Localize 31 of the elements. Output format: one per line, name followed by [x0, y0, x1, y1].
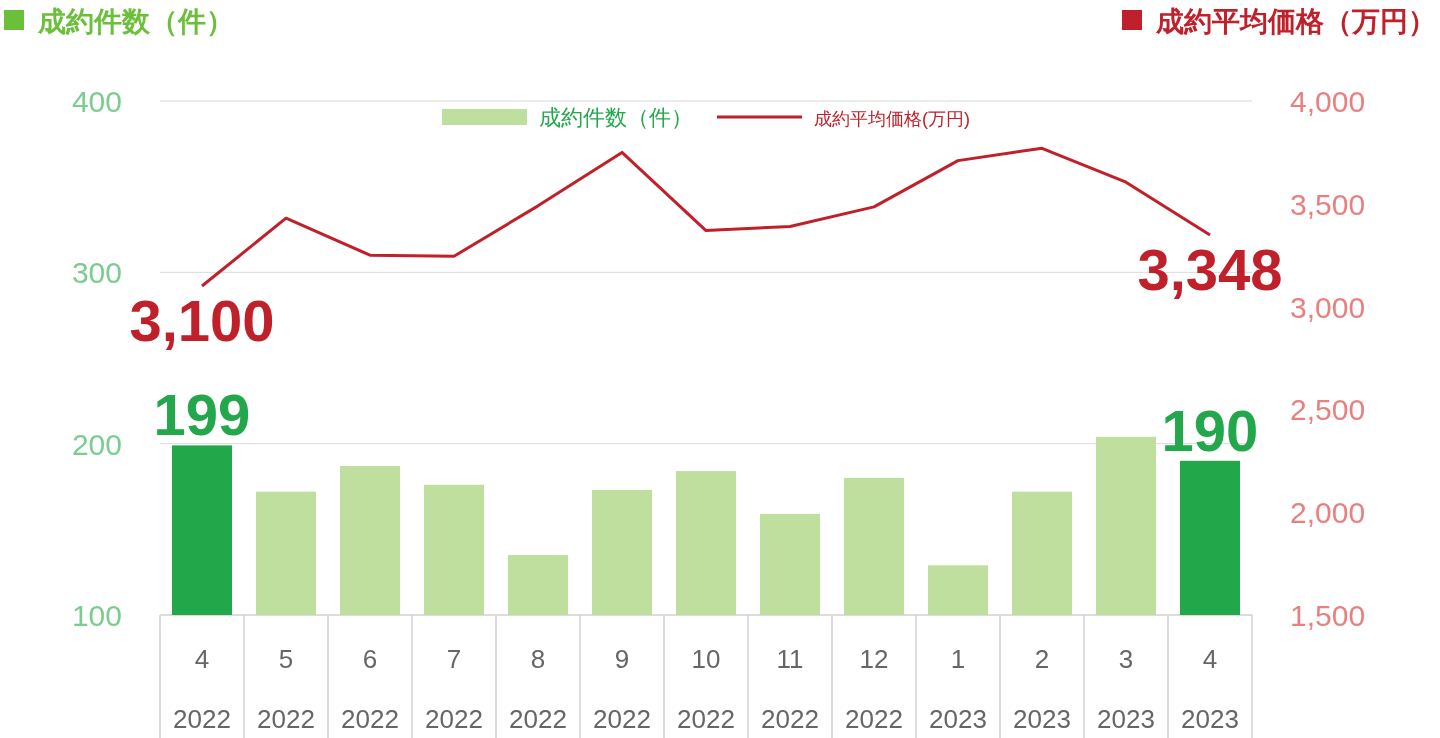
- x-tick-label: 12 2022: [845, 644, 903, 734]
- y2-tick-label: 4,000: [1290, 85, 1366, 118]
- x-tick-label: 8 2022: [509, 644, 567, 734]
- x-tick-label: 4 2023: [1181, 644, 1239, 734]
- y2-tick-label: 3,000: [1290, 290, 1366, 324]
- y-tick-label: 100: [71, 599, 122, 632]
- x-tick-label: 4 2022: [173, 644, 231, 734]
- x-tick-label: 5 2022: [257, 644, 315, 734]
- y2-tick-label: 2,500: [1290, 393, 1366, 427]
- legend-label: 成約件数（件）: [539, 105, 693, 130]
- x-tick-label: 10 2022: [677, 644, 735, 734]
- data-label: 3,348: [1137, 237, 1283, 303]
- x-tick-label: 6 2022: [341, 644, 399, 734]
- x-tick-label: 7 2022: [425, 644, 483, 734]
- y2-tick-label: 3,500: [1290, 187, 1366, 221]
- x-tick-label: 2 2023: [1013, 644, 1071, 734]
- x-tick-label: 11 2022: [761, 644, 819, 734]
- y-tick-label: 300: [71, 256, 122, 290]
- y-tick-label: 400: [71, 85, 122, 118]
- x-tick-label: 3 2023: [1097, 644, 1155, 734]
- data-label: 190: [1161, 397, 1259, 463]
- data-label: 3,100: [129, 288, 275, 354]
- y-axis-title: 成約件数（件）: [37, 6, 234, 37]
- y-tick-label: 200: [71, 427, 122, 461]
- legend-label: 成約平均価格(万円): [814, 109, 970, 129]
- data-label: 199: [153, 382, 251, 448]
- x-tick-label: 9 2022: [593, 644, 651, 734]
- y2-tick-label: 1,500: [1290, 599, 1366, 632]
- y2-tick-label: 2,000: [1290, 496, 1366, 530]
- y2-axis-title: 成約平均価格（万円）: [1155, 6, 1436, 37]
- x-tick-label: 1 2023: [929, 644, 987, 734]
